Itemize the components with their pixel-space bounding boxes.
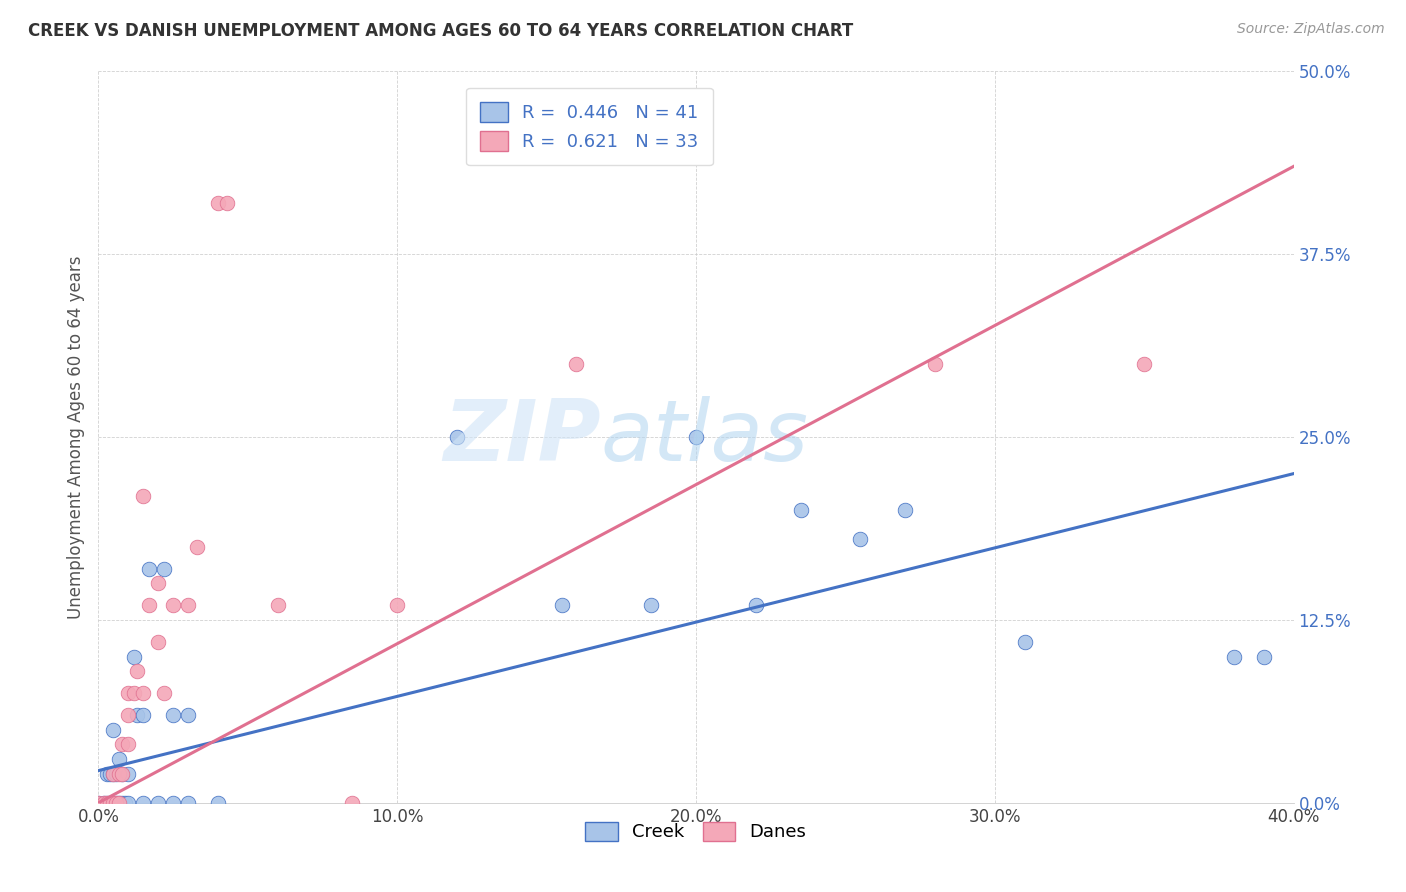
Point (132, 796, 155, 810)
Point (132, 686, 155, 700)
Y-axis label: Unemployment Among Ages 60 to 64 years: Unemployment Among Ages 60 to 64 years (66, 255, 84, 619)
Point (108, 752, 131, 766)
Point (1014, 635, 1036, 649)
Point (132, 708, 155, 723)
Point (103, 796, 125, 810)
Point (127, 664, 149, 678)
Point (103, 723, 125, 737)
Point (446, 430, 468, 444)
Point (87, 796, 110, 810)
Point (789, 503, 811, 517)
Legend: Creek, Danes: Creek, Danes (578, 814, 814, 848)
Point (108, 796, 131, 810)
Point (685, 430, 707, 444)
Point (111, 796, 134, 810)
Point (117, 766, 139, 780)
Point (93, 796, 115, 810)
Point (640, 599, 662, 613)
Point (1223, 649, 1246, 664)
Point (108, 796, 131, 810)
Point (105, 796, 128, 810)
Point (98, 796, 122, 810)
Point (849, 533, 872, 547)
Point (103, 796, 125, 810)
Point (124, 686, 146, 700)
Text: ZIP: ZIP (443, 395, 600, 479)
Text: CREEK VS DANISH UNEMPLOYMENT AMONG AGES 60 TO 64 YEARS CORRELATION CHART: CREEK VS DANISH UNEMPLOYMENT AMONG AGES … (28, 22, 853, 40)
Point (162, 796, 184, 810)
Point (1253, 649, 1275, 664)
Point (148, 576, 170, 591)
Point (117, 796, 139, 810)
Point (87, 796, 110, 810)
Point (96, 796, 118, 810)
Point (207, 196, 229, 211)
Point (103, 766, 125, 780)
Point (117, 708, 139, 723)
Point (153, 686, 176, 700)
Point (177, 708, 200, 723)
Point (114, 796, 136, 810)
Point (108, 766, 131, 780)
Text: Source: ZipAtlas.com: Source: ZipAtlas.com (1237, 22, 1385, 37)
Text: atlas: atlas (600, 395, 808, 479)
Point (148, 796, 170, 810)
Point (98, 796, 122, 810)
Point (138, 599, 160, 613)
Point (117, 686, 139, 700)
Point (96, 766, 118, 780)
Point (124, 649, 146, 664)
Point (565, 357, 588, 371)
Point (138, 562, 160, 576)
Point (148, 635, 170, 649)
Point (111, 766, 134, 780)
Point (745, 599, 768, 613)
Point (267, 599, 290, 613)
Point (93, 796, 115, 810)
Point (177, 599, 200, 613)
Point (385, 599, 409, 613)
Point (924, 357, 946, 371)
Point (105, 796, 128, 810)
Point (550, 599, 572, 613)
Point (105, 766, 128, 780)
Point (186, 540, 208, 554)
Point (111, 766, 134, 780)
Point (153, 562, 176, 576)
Point (207, 796, 229, 810)
Point (177, 796, 200, 810)
Point (127, 708, 149, 723)
Point (215, 196, 238, 211)
Point (98, 766, 122, 780)
Point (96, 796, 118, 810)
Point (132, 489, 155, 503)
Point (1133, 357, 1156, 371)
Point (162, 599, 184, 613)
Point (342, 796, 364, 810)
Point (117, 737, 139, 751)
Point (894, 503, 917, 517)
Point (111, 737, 134, 751)
Point (162, 708, 184, 723)
Point (103, 766, 125, 780)
